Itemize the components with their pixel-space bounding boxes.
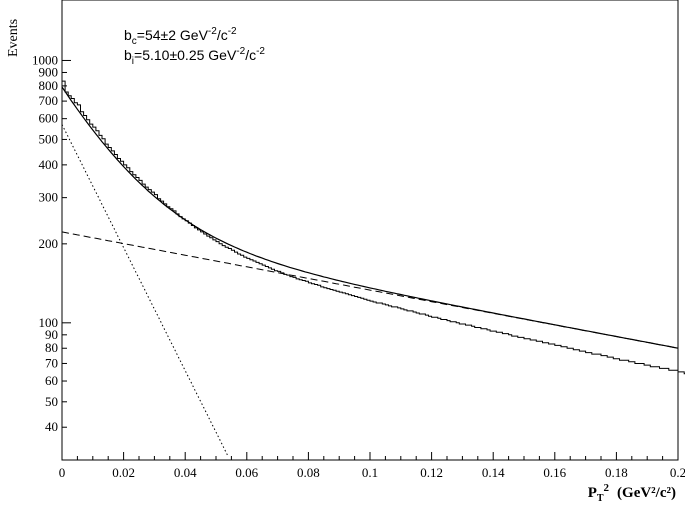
y-tick-label: 900 bbox=[39, 64, 59, 79]
y-tick-label: 100 bbox=[39, 315, 59, 330]
y-tick-label: 80 bbox=[45, 340, 58, 355]
x-tick-label: 0.14 bbox=[482, 465, 505, 480]
y-tick-label: 300 bbox=[39, 190, 59, 205]
x-tick-label: 0 bbox=[59, 465, 66, 480]
y-tick-label: 1000 bbox=[32, 52, 58, 67]
y-tick-label: 600 bbox=[39, 111, 59, 126]
x-tick-label: 0.06 bbox=[235, 465, 258, 480]
y-tick-label: 800 bbox=[39, 78, 59, 93]
y-axis-label: Events bbox=[6, 19, 21, 57]
x-tick-label: 0.1 bbox=[362, 465, 378, 480]
y-tick-label: 700 bbox=[39, 93, 59, 108]
y-tick-label: 40 bbox=[45, 419, 58, 434]
fit-annotations: bc=54±2 GeV-2/c-2 bi=5.10±0.25 GeV-2/c-2 bbox=[124, 26, 265, 67]
x-tick-label: 0.16 bbox=[543, 465, 566, 480]
incoherent-slope-annotation: bi=5.10±0.25 GeV-2/c-2 bbox=[124, 46, 265, 67]
x-tick-label: 0.02 bbox=[112, 465, 135, 480]
x-ticks: 0 0.02 0.04 0.06 0.08 0.1 0.12 0.14 0.16 0.18 0.2 bbox=[59, 452, 685, 480]
fit-curves bbox=[61, 86, 679, 458]
x-tick-label: 0.04 bbox=[174, 465, 197, 480]
plot-border bbox=[61, 0, 679, 461]
x-tick-label: 0.08 bbox=[297, 465, 320, 480]
x-tick-label: 0.2 bbox=[670, 465, 685, 480]
data-histogram bbox=[62, 80, 685, 375]
y-tick-label: 500 bbox=[39, 131, 59, 146]
coherent-fit-line bbox=[61, 124, 229, 458]
y-tick-label: 90 bbox=[45, 327, 58, 342]
x-tick-label: 0.12 bbox=[420, 465, 443, 480]
total-fit-line bbox=[61, 86, 679, 349]
y-tick-label: 200 bbox=[39, 236, 59, 251]
x-tick-label: 0.18 bbox=[605, 465, 628, 480]
coherent-slope-annotation: bc=54±2 GeV-2/c-2 bbox=[124, 26, 237, 47]
plot-frame bbox=[61, 0, 679, 461]
y-tick-label: 70 bbox=[45, 355, 58, 370]
y-tick-label: 60 bbox=[45, 373, 58, 388]
y-tick-label: 50 bbox=[45, 394, 58, 409]
x-axis-label: PT2 (GeV²/c²) bbox=[588, 482, 676, 504]
y-tick-label: 400 bbox=[39, 157, 59, 172]
